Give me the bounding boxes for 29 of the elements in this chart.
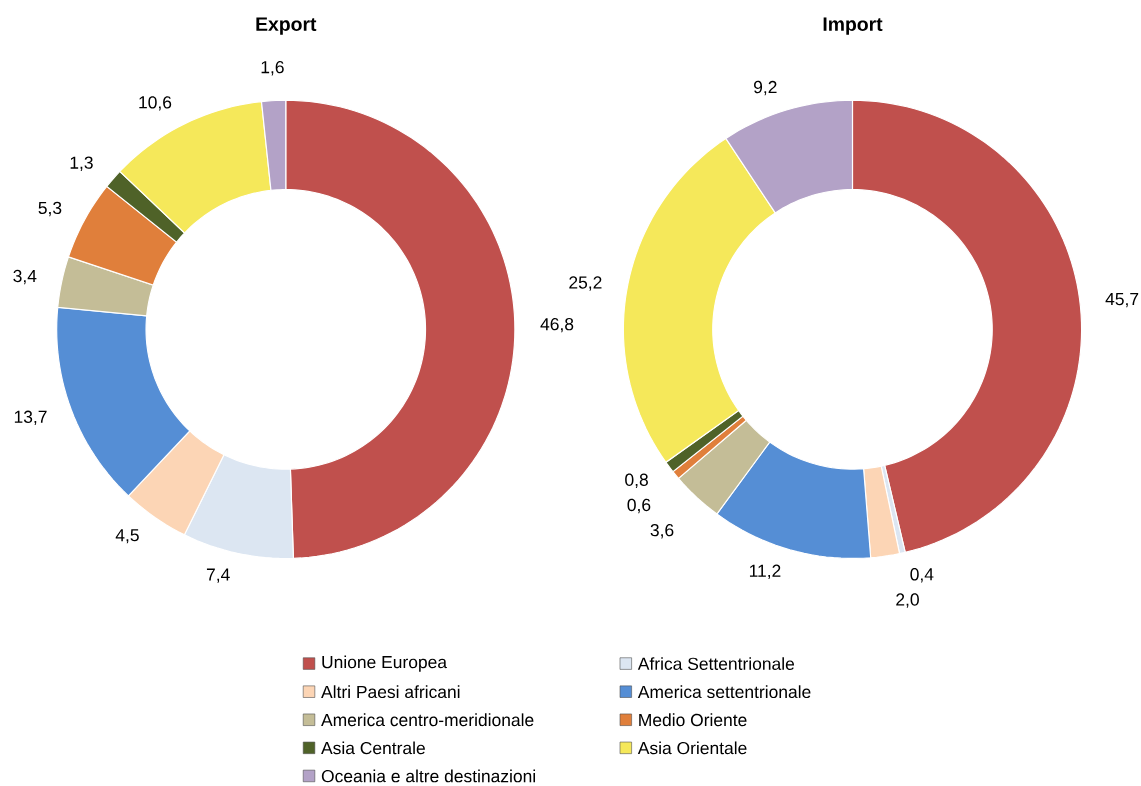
data-label: 0,8 xyxy=(625,473,648,489)
data-label: 0,6 xyxy=(627,498,651,514)
legend-label: Medio Oriente xyxy=(639,713,747,727)
data-label: 2,0 xyxy=(896,593,919,608)
data-label: 9,2 xyxy=(754,81,777,96)
chart-title: Import xyxy=(823,17,883,35)
legend-label: America settentrionale xyxy=(637,685,811,699)
data-label: 25,2 xyxy=(569,276,602,291)
legend-label: Altri Paesi africani xyxy=(321,685,460,699)
data-label: 1,3 xyxy=(70,156,93,172)
data-label: 0,4 xyxy=(910,568,934,583)
legend-label: Oceania e altre destinazioni xyxy=(321,769,536,783)
data-label: 45,7 xyxy=(1105,293,1139,308)
legend-label: Asia Orientale xyxy=(637,741,747,755)
data-label: 46,8 xyxy=(540,318,574,333)
data-label: 1,6 xyxy=(261,61,284,76)
data-label: 7,4 xyxy=(206,568,230,583)
legend-label: America centro-meridionale xyxy=(321,713,534,727)
legend-label: Africa Settentrionale xyxy=(637,657,795,671)
legend-label: Unione Europea xyxy=(322,655,448,672)
legend-label: Asia Centrale xyxy=(321,741,425,755)
chart-title: Export xyxy=(256,17,317,35)
data-label: 4,5 xyxy=(115,529,139,544)
data-label: 13,7 xyxy=(14,410,47,426)
data-label: 11,2 xyxy=(749,564,781,580)
data-label: 3,6 xyxy=(650,524,674,539)
data-label: 5,3 xyxy=(38,201,62,217)
data-label: 3,4 xyxy=(13,269,37,285)
data-label: 10,6 xyxy=(139,96,172,111)
